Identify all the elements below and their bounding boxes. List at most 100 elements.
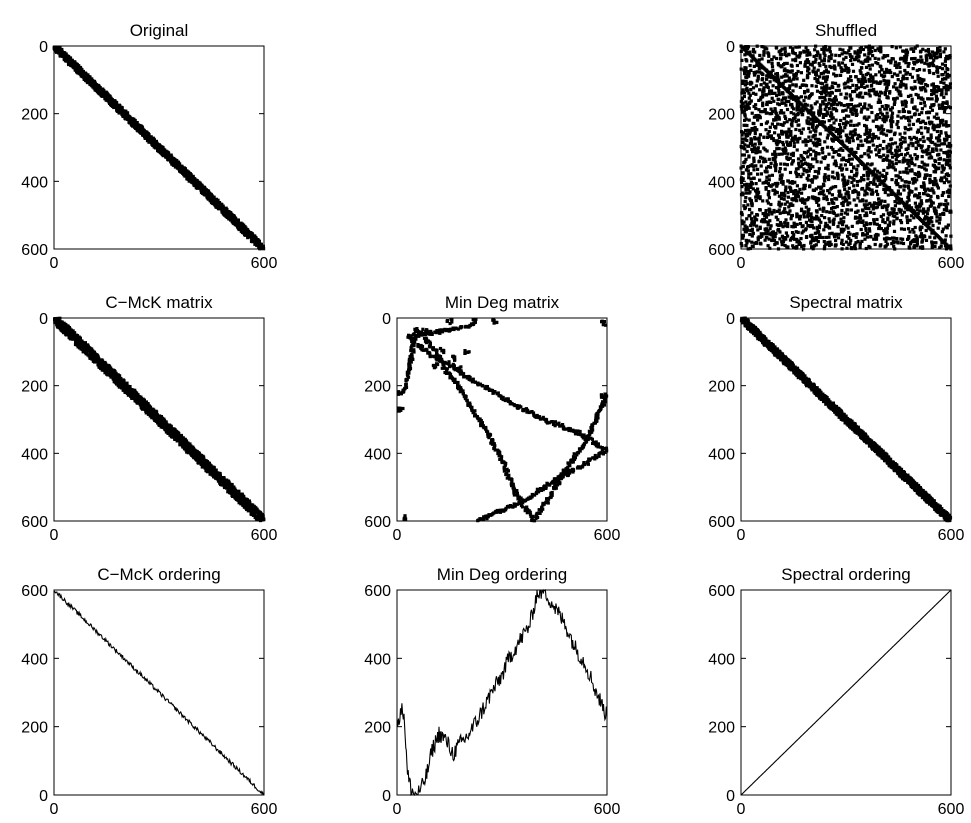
nonzero-mark <box>937 227 940 230</box>
nonzero-mark <box>940 93 943 96</box>
nonzero-mark <box>791 58 794 61</box>
nonzero-mark <box>755 128 758 131</box>
nonzero-mark <box>805 236 808 239</box>
nonzero-mark <box>743 207 746 210</box>
nonzero-mark <box>828 220 831 223</box>
nonzero-mark <box>770 162 773 165</box>
nonzero-mark <box>806 76 809 79</box>
nonzero-mark <box>897 126 900 129</box>
nonzero-mark <box>921 107 924 110</box>
nonzero-mark <box>833 60 836 63</box>
nonzero-mark <box>748 214 751 217</box>
nonzero-mark <box>778 103 781 106</box>
nonzero-mark <box>802 224 805 227</box>
nonzero-mark <box>917 212 920 215</box>
nonzero-mark <box>744 244 747 247</box>
nonzero-mark <box>756 79 759 82</box>
nonzero-mark <box>916 239 919 242</box>
nonzero-mark <box>886 145 889 148</box>
nonzero-mark <box>898 160 901 163</box>
nonzero-mark <box>752 187 755 190</box>
nonzero-mark <box>824 173 827 176</box>
nonzero-mark <box>772 137 775 140</box>
nonzero-mark <box>887 83 890 86</box>
nonzero-mark <box>900 142 903 145</box>
nonzero-mark <box>799 198 802 201</box>
nonzero-mark <box>868 135 871 138</box>
nonzero-mark <box>784 203 787 206</box>
nonzero-mark <box>770 58 773 61</box>
nonzero-mark <box>895 237 898 240</box>
nonzero-mark <box>753 148 756 151</box>
nonzero-mark <box>188 180 191 183</box>
nonzero-mark <box>929 106 932 109</box>
nonzero-mark <box>843 117 846 120</box>
nonzero-mark <box>907 95 910 98</box>
nonzero-mark <box>877 227 880 230</box>
nonzero-mark <box>880 74 883 77</box>
nonzero-mark <box>892 57 895 60</box>
nonzero-mark <box>823 121 826 124</box>
nonzero-mark <box>890 125 893 128</box>
nonzero-mark <box>870 111 873 114</box>
nonzero-mark <box>855 232 858 235</box>
nonzero-mark <box>848 103 851 106</box>
nonzero-mark <box>828 107 831 110</box>
nonzero-mark <box>898 176 901 179</box>
nonzero-mark <box>933 125 936 128</box>
nonzero-mark <box>742 221 745 224</box>
original-marks <box>53 45 266 250</box>
nonzero-mark <box>850 181 853 184</box>
nonzero-mark <box>900 57 903 60</box>
nonzero-mark <box>859 72 862 75</box>
nonzero-mark <box>822 207 825 210</box>
nonzero-mark <box>768 89 771 92</box>
nonzero-mark <box>800 192 803 195</box>
nonzero-mark <box>834 82 837 85</box>
nonzero-mark <box>771 65 774 68</box>
nonzero-mark <box>806 89 809 92</box>
nonzero-mark <box>944 60 947 63</box>
nonzero-mark <box>792 192 795 195</box>
nonzero-mark <box>866 174 869 177</box>
nonzero-mark <box>938 104 941 107</box>
nonzero-mark <box>766 51 769 54</box>
nonzero-mark <box>765 209 768 212</box>
nonzero-mark <box>901 213 904 216</box>
nonzero-mark <box>884 91 887 94</box>
nonzero-mark <box>881 205 884 208</box>
nonzero-mark <box>861 74 864 77</box>
nonzero-mark <box>775 46 778 49</box>
nonzero-mark <box>903 228 906 231</box>
nonzero-mark <box>802 127 805 130</box>
nonzero-mark <box>907 184 910 187</box>
nonzero-mark <box>945 234 948 237</box>
nonzero-mark <box>921 98 924 101</box>
nonzero-mark <box>878 149 881 152</box>
nonzero-mark <box>907 110 910 113</box>
nonzero-mark <box>894 141 897 144</box>
nonzero-mark <box>764 232 767 235</box>
nonzero-mark <box>781 92 784 95</box>
nonzero-mark <box>898 66 901 69</box>
nonzero-mark <box>768 196 771 199</box>
nonzero-mark <box>822 197 825 200</box>
nonzero-mark <box>90 77 93 80</box>
nonzero-mark <box>926 212 929 215</box>
nonzero-mark <box>907 147 910 150</box>
nonzero-mark <box>778 136 781 139</box>
nonzero-mark <box>912 123 915 126</box>
nonzero-mark <box>740 185 743 188</box>
nonzero-mark <box>790 162 793 165</box>
nonzero-mark <box>896 192 899 195</box>
nonzero-mark <box>838 149 841 152</box>
nonzero-mark <box>807 174 810 177</box>
nonzero-mark <box>779 64 782 67</box>
nonzero-mark <box>903 69 906 72</box>
nonzero-mark <box>931 147 934 150</box>
nonzero-mark <box>942 191 945 194</box>
nonzero-mark <box>889 150 892 153</box>
nonzero-mark <box>839 147 842 150</box>
nonzero-mark <box>802 79 805 82</box>
nonzero-mark <box>887 237 890 240</box>
